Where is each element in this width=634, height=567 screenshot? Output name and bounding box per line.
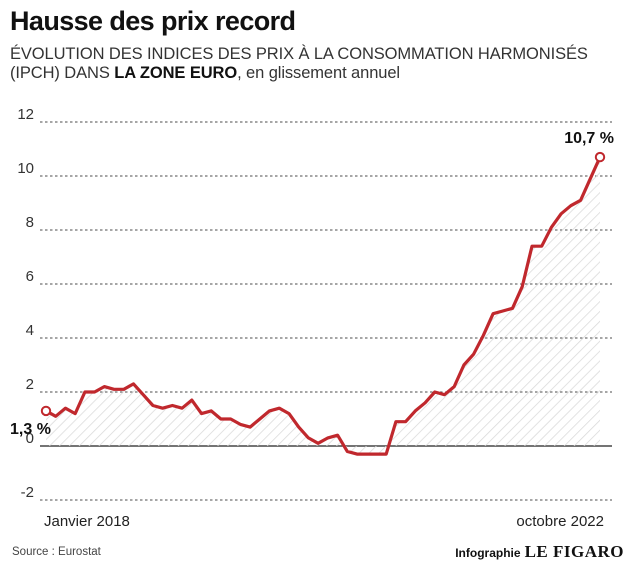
- data-point: [356, 453, 358, 455]
- data-point: [443, 394, 445, 396]
- data-point: [103, 385, 105, 387]
- y-tick-label: 2: [26, 376, 34, 393]
- data-point: [152, 404, 154, 406]
- data-point: [570, 205, 572, 207]
- data-point: [385, 453, 387, 455]
- area-fill: [46, 157, 600, 455]
- data-point: [220, 418, 222, 420]
- data-point: [414, 410, 416, 412]
- data-point: [278, 407, 280, 409]
- data-point: [540, 245, 542, 247]
- end-value-label: 10,7 %: [564, 130, 614, 147]
- data-point: [579, 199, 581, 201]
- subtitle-suffix: , en glissement annuel: [237, 64, 400, 82]
- data-point: [55, 415, 57, 417]
- data-point: [375, 453, 377, 455]
- figaro-logo: LE FIGARO: [524, 542, 624, 561]
- data-point: [239, 423, 241, 425]
- line-chart: -2 0 2 4 6 8 10 12 1,3 % 10,7 % Janvier 2018 octobr…: [10, 106, 614, 530]
- subtitle-text: ÉVOLUTION DES INDICES DES PRIX À LA CONS…: [10, 45, 588, 82]
- data-point: [492, 313, 494, 315]
- data-point: [200, 412, 202, 414]
- y-tick-label: 4: [26, 322, 34, 339]
- data-point: [268, 410, 270, 412]
- data-point: [366, 453, 368, 455]
- inflation-line: [44, 155, 602, 456]
- data-point: [84, 391, 86, 393]
- y-tick-label: 0: [26, 430, 34, 447]
- data-point: [589, 178, 591, 180]
- data-point: [336, 434, 338, 436]
- data-point: [307, 437, 309, 439]
- credit: Infographie LE FIGARO: [455, 542, 624, 562]
- y-tick-label: 10: [17, 160, 34, 177]
- data-point: [132, 383, 134, 385]
- data-point: [74, 412, 76, 414]
- subtitle-highlight: LA ZONE EURO: [114, 64, 238, 82]
- data-point: [298, 426, 300, 428]
- y-tick-label: 6: [26, 268, 34, 285]
- data-point: [123, 388, 125, 390]
- y-tick-label: 8: [26, 214, 34, 231]
- data-point: [142, 394, 144, 396]
- x-label-start: Janvier 2018: [44, 513, 130, 530]
- data-point: [64, 407, 66, 409]
- data-point: [560, 213, 562, 215]
- credit-prefix: Infographie: [455, 546, 521, 560]
- data-point: [531, 245, 533, 247]
- data-point: [404, 421, 406, 423]
- source-note: Source : Eurostat: [12, 546, 101, 558]
- data-point: [550, 226, 552, 228]
- series-line: [40, 151, 606, 456]
- data-point: [346, 450, 348, 452]
- start-value-label: 1,3 %: [10, 421, 51, 438]
- data-point: [249, 426, 251, 428]
- data-point: [434, 391, 436, 393]
- y-tick-label: 12: [17, 106, 34, 123]
- data-point: [395, 421, 397, 423]
- data-point: [453, 385, 455, 387]
- area-under-curve: [46, 157, 600, 455]
- data-point: [259, 418, 261, 420]
- data-point: [502, 310, 504, 312]
- x-label-end: octobre 2022: [516, 513, 604, 530]
- data-point: [463, 364, 465, 366]
- data-point: [210, 410, 212, 412]
- end-marker: [594, 151, 606, 163]
- data-point: [171, 404, 173, 406]
- data-point: [229, 418, 231, 420]
- start-marker: [40, 405, 52, 417]
- data-point: [181, 407, 183, 409]
- data-point: [472, 353, 474, 355]
- data-point: [191, 399, 193, 401]
- data-point: [93, 391, 95, 393]
- data-point: [424, 402, 426, 404]
- chart-labels: -2 0 2 4 6 8 10 12 1,3 % 10,7 % Janvier 2018 octobr…: [10, 106, 614, 530]
- data-point: [288, 412, 290, 414]
- y-tick-label: -2: [21, 484, 34, 501]
- data-point: [482, 334, 484, 336]
- chart-title: Hausse des prix record: [10, 6, 296, 36]
- data-point: [511, 307, 513, 309]
- data-point: [113, 388, 115, 390]
- data-point: [327, 437, 329, 439]
- data-point: [521, 286, 523, 288]
- data-point: [161, 407, 163, 409]
- chart-subtitle: ÉVOLUTION DES INDICES DES PRIX À LA CONS…: [10, 45, 622, 83]
- data-point: [317, 442, 319, 444]
